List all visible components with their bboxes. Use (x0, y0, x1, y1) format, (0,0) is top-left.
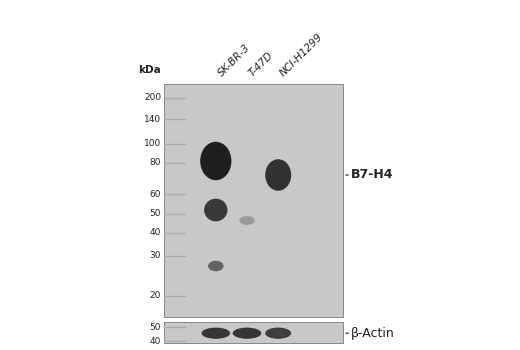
Text: β-Actin: β-Actin (351, 327, 395, 340)
Text: 200: 200 (144, 93, 161, 103)
Bar (164, 322, 343, 343)
Text: T-47D: T-47D (247, 50, 275, 79)
Text: 50: 50 (150, 209, 161, 218)
Text: 80: 80 (150, 158, 161, 167)
Text: 100: 100 (144, 139, 161, 148)
Ellipse shape (233, 328, 262, 339)
Bar (164, 84, 343, 317)
Text: 50: 50 (150, 323, 161, 332)
Ellipse shape (208, 261, 224, 271)
Text: 30: 30 (150, 251, 161, 260)
Ellipse shape (204, 199, 227, 222)
Ellipse shape (200, 142, 231, 180)
Ellipse shape (265, 328, 291, 339)
Ellipse shape (265, 159, 291, 191)
Text: 40: 40 (150, 337, 161, 346)
Text: 60: 60 (150, 190, 161, 199)
Text: NCI-H1299: NCI-H1299 (278, 32, 325, 79)
Text: 40: 40 (150, 228, 161, 237)
Text: SK-BR-3: SK-BR-3 (216, 43, 252, 79)
Text: 140: 140 (144, 114, 161, 124)
Text: B7-H4: B7-H4 (351, 168, 394, 182)
Text: 20: 20 (150, 291, 161, 300)
Text: kDa: kDa (138, 65, 161, 75)
Ellipse shape (239, 216, 255, 225)
Ellipse shape (201, 328, 230, 339)
